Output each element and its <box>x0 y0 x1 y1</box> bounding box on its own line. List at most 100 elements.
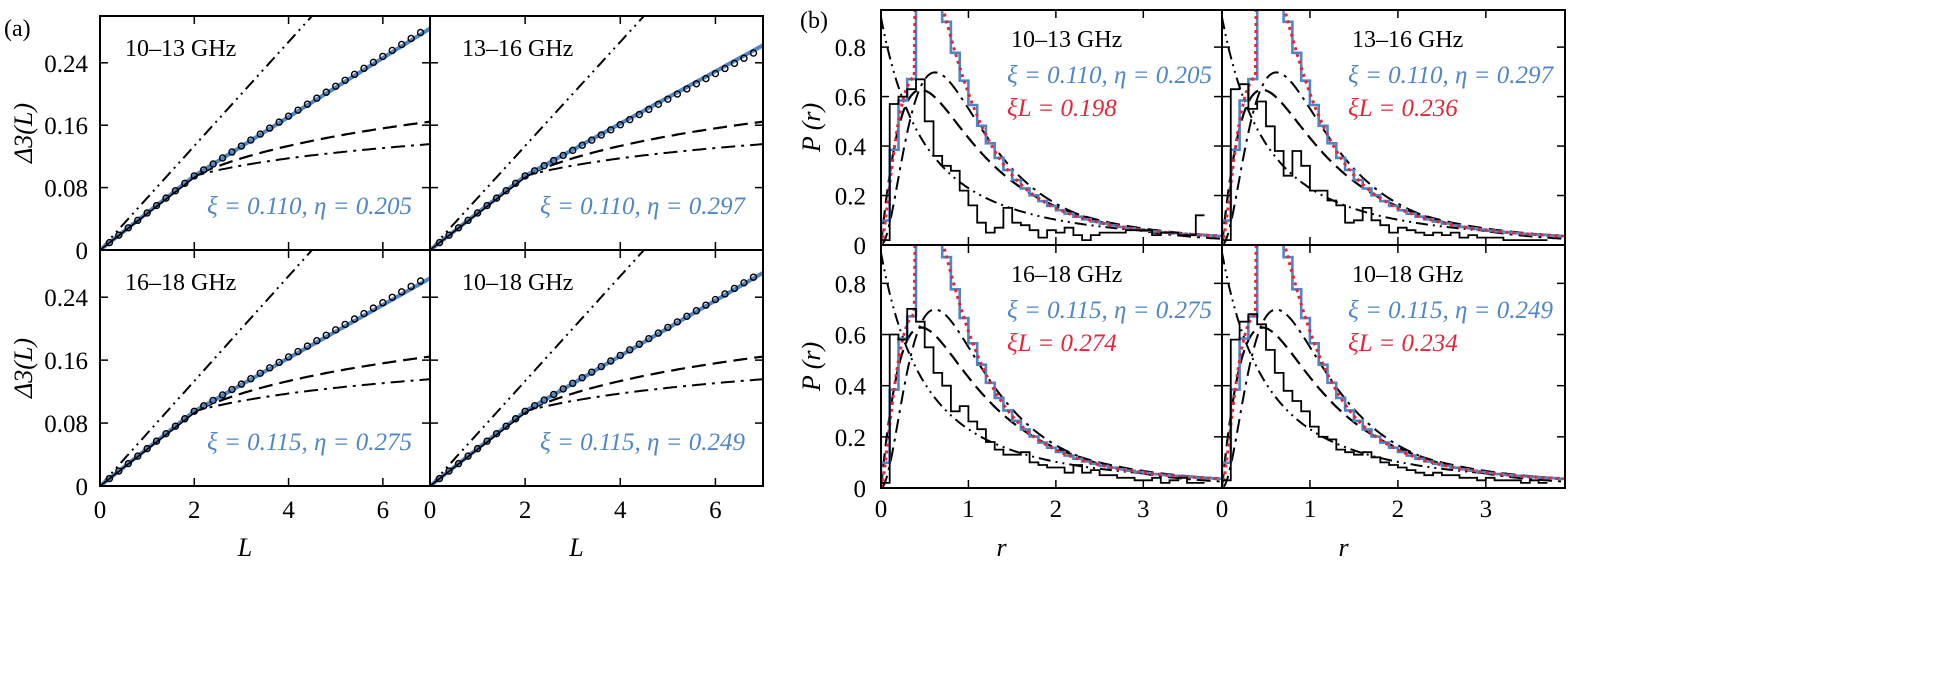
data-point <box>134 452 142 460</box>
model-histogram <box>1222 245 1565 488</box>
data-point <box>209 160 217 168</box>
data-point <box>143 209 151 217</box>
data-point <box>597 131 605 139</box>
x-tick-label: 3 <box>1137 496 1150 523</box>
reference-curve-dash-dot <box>1222 308 1564 488</box>
data-point <box>162 429 170 438</box>
data-point <box>171 422 180 430</box>
data-point <box>654 100 663 108</box>
data-point <box>578 374 586 382</box>
y-tick-label: 0 <box>76 238 89 265</box>
data-point <box>228 385 236 394</box>
data-point <box>664 95 672 103</box>
data-point <box>181 415 189 423</box>
data-point <box>266 124 274 132</box>
data-point <box>247 136 255 144</box>
data-point <box>152 201 161 210</box>
data-point <box>616 351 624 360</box>
data-point <box>369 304 378 312</box>
data-point <box>294 347 302 356</box>
data-point <box>597 362 605 371</box>
x-tick-label: 0 <box>424 497 437 524</box>
data-point <box>711 69 720 78</box>
subplot-xi-l: ξL = 0.198 <box>1007 95 1117 122</box>
reference-curve-dash-dot <box>881 71 1221 245</box>
data-point <box>388 293 396 301</box>
data-point <box>549 156 558 165</box>
data-point <box>521 407 529 415</box>
y-tick-label: 0.08 <box>44 176 88 203</box>
data-point <box>540 161 548 170</box>
data-point <box>322 88 330 96</box>
data-point <box>483 201 491 210</box>
subplot-title: 16–18 GHz <box>1011 262 1122 288</box>
data-point <box>266 364 274 372</box>
data-point <box>502 422 510 430</box>
subplot-title: 16–18 GHz <box>125 270 236 296</box>
data-point <box>569 146 577 155</box>
data-point <box>540 396 548 404</box>
data-point <box>237 142 246 150</box>
reference-curve-dash-dot-dot <box>1222 17 1564 237</box>
data-point <box>435 238 444 247</box>
subplot-params: ξ = 0.115, η = 0.249 <box>1348 297 1553 324</box>
theory-curve <box>100 406 205 486</box>
y-tick-label: 0.16 <box>44 113 88 140</box>
x-tick-label: 2 <box>1392 496 1405 523</box>
data-point <box>492 194 501 202</box>
data-point <box>721 64 729 73</box>
data-point <box>588 368 596 376</box>
x-tick-label: 0 <box>875 496 888 523</box>
y-tick-label: 0 <box>854 233 867 260</box>
data-point <box>360 309 368 318</box>
data-point <box>692 80 701 88</box>
data-point <box>181 179 189 188</box>
data-point <box>511 415 520 423</box>
y-tick-label: 0 <box>76 474 89 501</box>
panel-a-subplot: 16–18 GHz ξ = 0.115, η = 0.275 <box>100 250 430 486</box>
data-point <box>360 64 368 73</box>
reference-curve-dashed <box>430 355 763 486</box>
y-axis-label: P (r) <box>797 103 826 153</box>
data-point <box>530 401 539 410</box>
data-point <box>313 337 321 345</box>
data-point <box>730 59 739 68</box>
data-point <box>511 179 520 188</box>
data-point <box>171 187 180 195</box>
panel-b-subplot: 10–18 GHz ξ = 0.115, η = 0.249 ξL = 0.234 <box>1222 245 1565 488</box>
data-point <box>473 209 482 217</box>
data-point <box>398 288 406 296</box>
x-axis-label: L <box>237 533 252 562</box>
y-tick-label: 0.2 <box>835 425 866 452</box>
y-axis-label: Δ3(L) <box>9 338 38 399</box>
subplot-params: ξ = 0.110, η = 0.205 <box>1007 62 1212 89</box>
data-point <box>388 46 396 55</box>
subplot-title: 10–18 GHz <box>462 270 573 296</box>
y-tick-label: 0.2 <box>835 184 866 211</box>
y-tick-label: 0.4 <box>835 374 867 401</box>
data-point <box>332 82 340 90</box>
data-point <box>626 115 634 124</box>
x-tick-label: 6 <box>709 497 722 524</box>
plot-area <box>1222 10 1565 245</box>
experiment-histogram <box>1222 313 1548 488</box>
data-point <box>275 358 283 367</box>
x-tick-label: 4 <box>614 497 627 524</box>
data-point <box>200 402 208 410</box>
y-tick-label: 0.6 <box>835 323 866 350</box>
x-axis-label: r <box>996 533 1007 562</box>
data-point <box>350 70 359 79</box>
data-point <box>673 318 682 326</box>
data-point <box>435 474 444 483</box>
plot-area <box>100 16 430 250</box>
y-tick-label: 0 <box>854 476 867 503</box>
data-point <box>341 76 349 85</box>
x-tick-label: 6 <box>377 497 390 524</box>
data-point <box>379 299 387 307</box>
plot-area <box>881 10 1222 245</box>
data-point <box>407 34 415 43</box>
data-point <box>692 307 701 315</box>
data-point <box>454 224 463 232</box>
data-point <box>626 346 634 354</box>
reference-curve-dash-dot <box>881 308 1221 488</box>
